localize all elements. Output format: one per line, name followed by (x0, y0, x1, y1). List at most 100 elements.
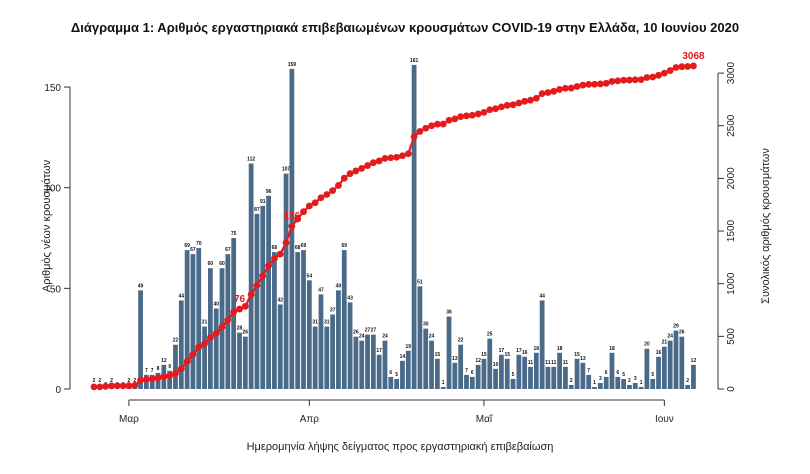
cumulative-point (96, 383, 104, 391)
bar (347, 302, 353, 389)
cumulative-point (445, 116, 453, 124)
bar (184, 250, 190, 389)
cumulative-point (428, 122, 435, 130)
bar (167, 370, 173, 389)
cumulative-point (224, 316, 232, 324)
cumulative-point (125, 382, 133, 390)
bar (516, 354, 522, 389)
cumulative-point (585, 80, 593, 88)
x-axis-label: Ημερομηνία λήψης δείγματος προς εργαστηρ… (247, 441, 554, 453)
cumulative-point (265, 262, 272, 270)
cumulative-point (532, 94, 540, 102)
cumulative-point (119, 382, 127, 390)
bar (609, 352, 615, 389)
bar (656, 356, 661, 389)
bar (411, 64, 417, 389)
cumulative-point (305, 202, 313, 210)
cumulative-point (422, 124, 430, 132)
cumulative-point (172, 370, 179, 377)
bar (574, 358, 580, 390)
cumulative-point (684, 63, 692, 70)
bar (545, 366, 551, 389)
cumulative-point (660, 69, 668, 77)
cumulative-point (329, 187, 337, 195)
bar (324, 326, 330, 389)
bar-value-label: 10 (493, 362, 499, 368)
y-right-tick-label: 500 (726, 328, 737, 345)
bar (196, 248, 202, 389)
bar-value-label: 31 (202, 320, 208, 326)
bar (510, 378, 516, 389)
cumulative-point (620, 76, 628, 84)
bar (138, 290, 143, 389)
bar-value-label: 27 (365, 328, 371, 334)
bar-value-label: 24 (429, 334, 435, 340)
y-right-tick-label: 2000 (726, 167, 737, 190)
bar-value-label: 9 (168, 364, 171, 370)
bar (178, 300, 184, 389)
cumulative-point (596, 80, 604, 88)
cumulative-point (474, 110, 482, 118)
bar-value-label: 17 (376, 348, 382, 354)
bar (452, 362, 458, 389)
bar-value-label: 60 (219, 261, 225, 267)
cumulative-point (602, 79, 610, 87)
bar-value-label: 15 (504, 352, 510, 358)
bar (260, 205, 266, 389)
y-left-tick-label: 150 (44, 83, 61, 94)
bar-value-label: 2 (570, 378, 573, 384)
bar-value-label: 6 (471, 370, 474, 376)
bar (458, 344, 464, 389)
cumulative-point (183, 358, 191, 365)
cumulative-point (369, 159, 377, 167)
bar (615, 376, 621, 389)
cumulative-point (672, 64, 680, 71)
bar (213, 308, 219, 389)
cumulative-point (527, 96, 534, 104)
bar-value-label: 19 (405, 344, 411, 350)
bar (539, 300, 545, 389)
bar-value-label: 70 (196, 241, 202, 247)
x-tick-label: Απρ (300, 414, 320, 425)
data-labels: 2202002249778129224469677031604060677528… (93, 58, 697, 388)
cumulative-point (294, 215, 302, 223)
bar (673, 330, 679, 389)
y-right-tick-label: 1500 (726, 219, 737, 242)
bar (341, 250, 347, 389)
cumulative-point (271, 255, 278, 262)
bar-value-label: 31 (312, 320, 318, 326)
cumulative-point (509, 101, 517, 109)
bar-value-label: 15 (481, 352, 487, 358)
cumulative-point (579, 81, 587, 89)
bar (248, 163, 254, 389)
cumulative-point (166, 372, 174, 380)
cumulative-point (457, 113, 465, 120)
bar-value-label: 69 (184, 243, 190, 249)
cumulative-point (492, 105, 499, 113)
cumulative-point (323, 191, 331, 198)
bar-value-label: 5 (512, 372, 515, 378)
cumulative-point (515, 99, 523, 107)
bar-value-label: 11 (545, 360, 551, 366)
bar (382, 340, 388, 389)
bar (661, 346, 667, 389)
bar (370, 334, 376, 389)
bar (423, 328, 429, 389)
bar-value-label: 2 (110, 378, 113, 384)
bar (301, 250, 306, 389)
cumulative-point (410, 133, 418, 141)
cumulative-point (195, 343, 203, 351)
cumulative-annotation: 156 (284, 211, 301, 222)
y-right-tick-label: 3000 (726, 62, 737, 85)
bar-value-label: 30 (423, 322, 429, 328)
bar-value-label: 16 (522, 350, 528, 356)
cumulative-point (393, 153, 401, 161)
bar-value-label: 1 (593, 380, 596, 386)
bar (481, 358, 487, 390)
bar-value-label: 7 (151, 368, 154, 374)
bar (499, 354, 504, 389)
cumulative-point (614, 77, 622, 85)
bar-value-label: 13 (452, 356, 458, 362)
